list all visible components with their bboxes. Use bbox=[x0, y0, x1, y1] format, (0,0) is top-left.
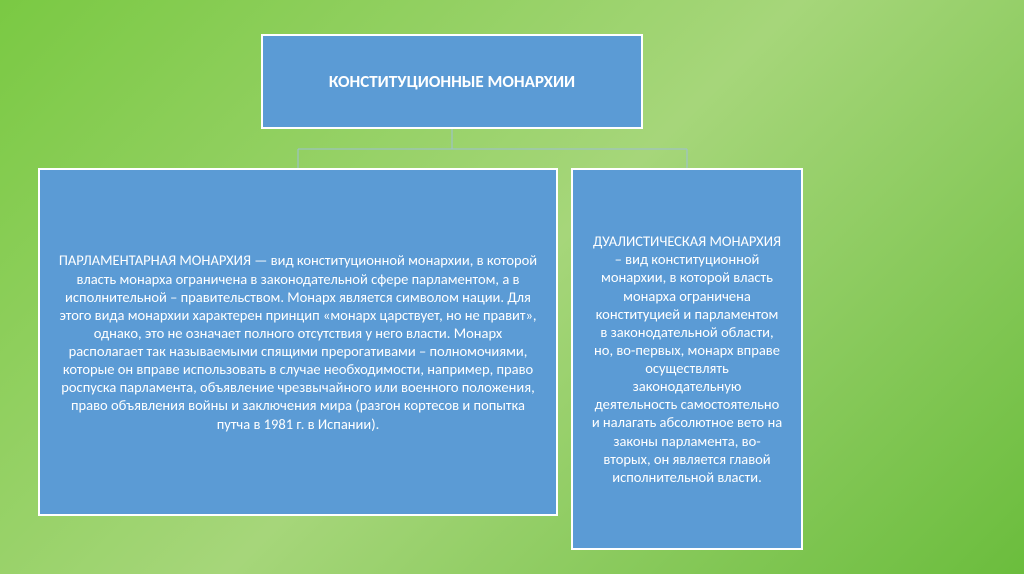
right-text: ДУАЛИСТИЧЕСКАЯ МОНАРХИЯ – вид конституци… bbox=[591, 232, 783, 486]
left-text: ПАРЛАМЕНТАРНАЯ МОНАРХИЯ — вид конституци… bbox=[58, 251, 538, 432]
right-box: ДУАЛИСТИЧЕСКАЯ МОНАРХИЯ – вид конституци… bbox=[571, 168, 803, 550]
left-box: ПАРЛАМЕНТАРНАЯ МОНАРХИЯ — вид конституци… bbox=[38, 168, 558, 516]
title-box: КОНСТИТУЦИОННЫЕ МОНАРХИИ bbox=[261, 34, 643, 129]
title-text: КОНСТИТУЦИОННЫЕ МОНАРХИИ bbox=[329, 71, 575, 92]
diagram-content: КОНСТИТУЦИОННЫЕ МОНАРХИИ ПАРЛАМЕНТАРНАЯ … bbox=[0, 0, 1024, 574]
